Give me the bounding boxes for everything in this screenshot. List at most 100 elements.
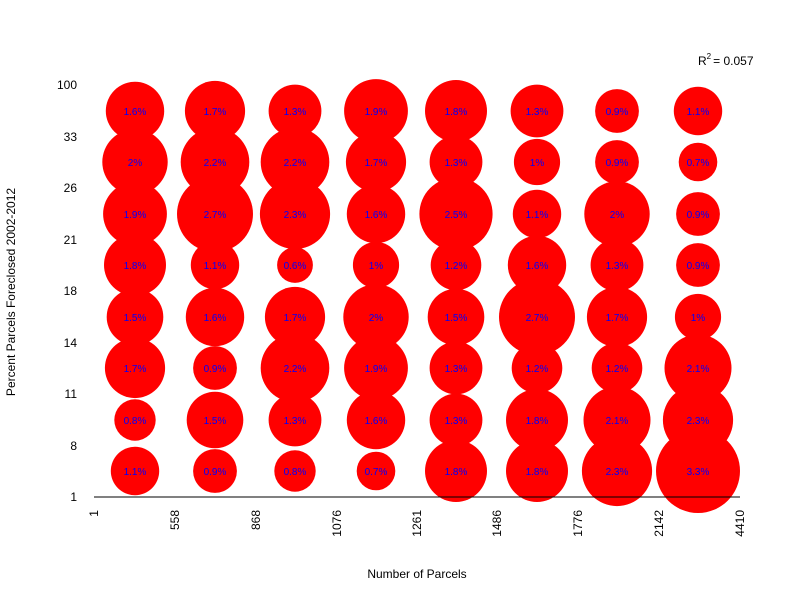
y-axis-title: Percent Parcels Foreclosed 2002-2012 <box>4 188 18 396</box>
bubble <box>676 243 720 287</box>
bubble <box>343 284 409 350</box>
bubble <box>512 189 562 239</box>
bubble-value-label: 1.8% <box>526 467 549 478</box>
x-tick-label: 4410 <box>733 510 747 537</box>
bubble-value-label: 0.7% <box>365 467 388 478</box>
bubble-value-label: 1.9% <box>124 210 147 221</box>
bubble-value-label: 0.9% <box>204 364 227 375</box>
bubble-value-label: 3.3% <box>687 467 710 478</box>
bubble <box>268 393 322 447</box>
r-squared-base: R <box>698 54 707 68</box>
bubble <box>268 84 322 138</box>
bubble-value-label: 1.7% <box>204 107 227 118</box>
bubble-value-label: 1.3% <box>284 107 307 118</box>
bubble <box>678 142 718 182</box>
x-tick-label: 1076 <box>330 510 344 537</box>
bubble-value-label: 1.5% <box>124 313 147 324</box>
bubble <box>581 435 653 507</box>
bubble-value-label: 1.1% <box>687 107 710 118</box>
bubble-value-label: 1.1% <box>204 261 227 272</box>
bubble <box>356 451 396 491</box>
bubble-value-label: 1.6% <box>365 210 388 221</box>
bubble-value-label: 1.8% <box>124 261 147 272</box>
y-tick-label: 33 <box>64 130 78 144</box>
bubble <box>177 176 253 252</box>
y-tick-label: 18 <box>64 284 78 298</box>
bubble <box>274 450 316 492</box>
bubble <box>506 440 568 502</box>
bubble <box>102 129 168 195</box>
r-squared-exponent: 2 <box>707 52 712 61</box>
bubble-value-label: 1.2% <box>606 364 629 375</box>
bubble-value-label: 1.6% <box>365 416 388 427</box>
y-tick-label: 100 <box>57 78 77 92</box>
bubble <box>277 247 313 283</box>
bubble-value-label: 0.9% <box>687 261 710 272</box>
bubble <box>511 342 563 394</box>
bubble <box>595 140 639 184</box>
bubble-value-label: 1.5% <box>204 416 227 427</box>
bubble <box>425 80 487 142</box>
bubble-value-label: 2.3% <box>284 210 307 221</box>
bubble-value-label: 2.1% <box>606 416 629 427</box>
bubble-value-label: 1.8% <box>445 107 468 118</box>
bubble <box>114 399 156 441</box>
y-tick-label: 26 <box>64 181 78 195</box>
bubble-value-label: 1.6% <box>204 313 227 324</box>
bubble <box>590 238 644 292</box>
x-tick-label: 1 <box>87 510 101 517</box>
bubble <box>110 446 160 496</box>
bubble-value-label: 1% <box>530 158 545 169</box>
bubble <box>193 346 237 390</box>
bubble-value-label: 2.7% <box>204 210 227 221</box>
bubble-value-label: 1.1% <box>124 467 147 478</box>
bubble <box>595 89 639 133</box>
bubble-value-label: 1.2% <box>526 364 549 375</box>
bubble-value-label: 0.9% <box>204 467 227 478</box>
bubble <box>429 341 483 395</box>
bubble <box>344 79 408 143</box>
bubble <box>346 184 406 244</box>
bubble-value-label: 0.9% <box>687 210 710 221</box>
bubble-value-label: 1.5% <box>445 313 468 324</box>
bubble <box>656 429 740 513</box>
bubble <box>499 279 575 355</box>
bubble-value-label: 1.6% <box>124 107 147 118</box>
bubble-value-label: 0.9% <box>606 107 629 118</box>
bubble-value-label: 2.7% <box>526 313 549 324</box>
bubble <box>506 389 568 451</box>
x-axis-title: Number of Parcels <box>367 567 466 581</box>
bubble <box>419 177 493 251</box>
bubble-value-label: 0.8% <box>124 416 147 427</box>
bubble <box>184 80 246 142</box>
y-tick-label: 1 <box>70 490 77 504</box>
bubble <box>259 178 331 250</box>
x-tick-labels: 1 558 868 1076 1261 1486 1776 2142 4410 <box>87 510 747 537</box>
x-tick-label: 1776 <box>571 510 585 537</box>
bubble-value-label: 1.7% <box>365 158 388 169</box>
x-tick-label: 1261 <box>410 510 424 537</box>
bubble-value-label: 2.3% <box>687 416 710 427</box>
bubble <box>584 181 650 247</box>
bubble <box>104 234 166 296</box>
x-tick-label: 1486 <box>490 510 504 537</box>
bubble <box>425 440 487 502</box>
y-tick-label: 21 <box>64 233 78 247</box>
bubble <box>345 131 407 193</box>
bubble-layer: 1.6% 1.7% 1.3% 1.9% 1.8% 1.3% 0.9% 1.1% 2% 2.2% 2.… <box>102 79 740 513</box>
bubble-value-label: 1.7% <box>124 364 147 375</box>
bubble <box>260 127 330 197</box>
bubble-value-label: 2.2% <box>284 364 307 375</box>
bubble-value-label: 2.2% <box>204 158 227 169</box>
bubble <box>429 135 483 189</box>
bubble <box>664 334 732 402</box>
bubble-value-label: 1.3% <box>284 416 307 427</box>
bubble <box>186 391 244 449</box>
bubble-value-label: 1.2% <box>445 261 468 272</box>
y-tick-label: 14 <box>64 336 78 350</box>
bubble <box>427 288 485 346</box>
bubble-value-label: 1.3% <box>526 107 549 118</box>
bubble-value-label: 2% <box>128 158 143 169</box>
